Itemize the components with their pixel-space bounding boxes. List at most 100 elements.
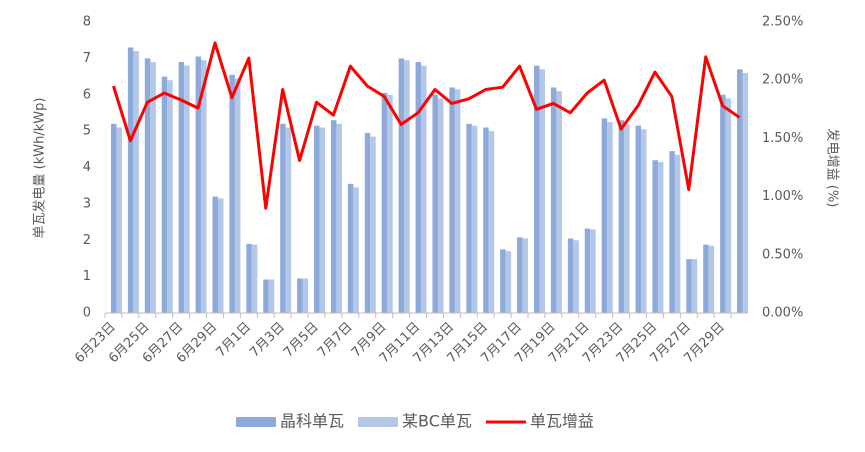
bar xyxy=(167,80,173,313)
bar xyxy=(522,238,529,313)
legend-swatch xyxy=(236,417,276,427)
bar xyxy=(387,94,393,313)
bar xyxy=(161,76,168,313)
bar xyxy=(268,279,275,313)
bar xyxy=(533,65,540,314)
bar xyxy=(624,123,630,313)
bar xyxy=(127,47,134,314)
y2-tick-label: 0.50% xyxy=(762,247,803,262)
y-tick-label: 8 xyxy=(83,15,91,30)
bar xyxy=(449,87,455,313)
y-tick-label: 0 xyxy=(83,306,91,321)
bar xyxy=(229,74,235,314)
y-tick-label: 6 xyxy=(83,87,91,102)
bar xyxy=(505,251,512,313)
bar xyxy=(454,89,461,313)
bar xyxy=(601,118,608,313)
bar xyxy=(314,125,320,313)
bar xyxy=(539,69,545,313)
bar xyxy=(297,278,303,313)
legend-swatch xyxy=(358,417,399,427)
y2-tick-label: 2.50% xyxy=(762,15,803,30)
bar xyxy=(150,62,156,314)
bar xyxy=(246,243,252,313)
y2-tick-label: 1.50% xyxy=(762,131,803,146)
bar xyxy=(517,237,523,313)
bar xyxy=(195,56,202,314)
bar xyxy=(280,123,286,313)
bar xyxy=(201,60,207,313)
bar xyxy=(641,129,647,313)
bar xyxy=(737,69,743,313)
bar xyxy=(652,160,658,313)
bar xyxy=(364,132,371,313)
bar xyxy=(234,78,241,313)
bar xyxy=(432,94,438,313)
bar xyxy=(471,125,478,313)
bar xyxy=(212,196,218,313)
bar xyxy=(347,183,354,313)
bar xyxy=(708,245,715,313)
x-tick-label: 7月1日 xyxy=(213,320,254,361)
bar xyxy=(415,62,422,314)
bar xyxy=(657,162,664,313)
bar xyxy=(330,120,337,314)
y-tick-label: 7 xyxy=(83,51,91,66)
x-tick-label: 7月5日 xyxy=(281,320,322,361)
bar xyxy=(483,127,489,313)
bar xyxy=(618,120,625,314)
bar xyxy=(703,244,709,313)
bar xyxy=(466,123,472,313)
bar xyxy=(590,229,596,313)
x-tick-label: 7月7日 xyxy=(315,320,356,361)
legend-label: 单瓦增益 xyxy=(530,412,594,431)
bar xyxy=(500,249,506,313)
bar xyxy=(550,87,557,313)
bar xyxy=(720,94,726,313)
y2-tick-label: 2.00% xyxy=(762,73,803,88)
bar xyxy=(381,92,388,314)
y-tick-label: 1 xyxy=(83,269,91,284)
bar xyxy=(686,259,692,313)
bar xyxy=(635,125,642,313)
y-axis-title: 单瓦发电量 (kWh/kWp) xyxy=(32,98,48,239)
y2-axis-title: 发电增益 (%) xyxy=(825,129,841,208)
bar xyxy=(178,62,185,314)
bar xyxy=(567,238,574,313)
bar xyxy=(742,72,749,313)
bar xyxy=(556,91,562,313)
bar xyxy=(404,60,410,313)
bar xyxy=(217,198,224,313)
bar xyxy=(725,98,732,313)
bar xyxy=(437,98,444,313)
bar xyxy=(353,187,359,313)
bar xyxy=(251,244,258,313)
y-tick-label: 3 xyxy=(83,196,91,211)
bar xyxy=(302,278,309,313)
bar xyxy=(421,65,427,314)
bar xyxy=(319,127,326,313)
bar xyxy=(584,228,591,313)
bar xyxy=(669,151,675,313)
bar xyxy=(133,51,139,313)
bar xyxy=(184,65,190,314)
bar xyxy=(488,131,495,313)
x-tick-label: 7月3日 xyxy=(247,320,288,361)
line-series xyxy=(112,41,741,210)
bar xyxy=(144,58,151,313)
y-tick-label: 4 xyxy=(83,160,91,175)
bar xyxy=(110,123,117,313)
bar xyxy=(691,259,698,313)
bar xyxy=(573,240,579,313)
y2-tick-label: 1.00% xyxy=(762,189,803,204)
bar xyxy=(607,122,613,313)
bar xyxy=(370,136,376,313)
legend-label: 某BC单瓦 xyxy=(402,412,472,431)
y-tick-label: 5 xyxy=(83,124,91,139)
bar xyxy=(263,279,269,313)
bar xyxy=(285,127,292,313)
y2-tick-label: 0.00% xyxy=(762,306,803,321)
bar xyxy=(674,154,681,313)
y-tick-label: 2 xyxy=(83,233,91,248)
bar xyxy=(398,58,405,313)
